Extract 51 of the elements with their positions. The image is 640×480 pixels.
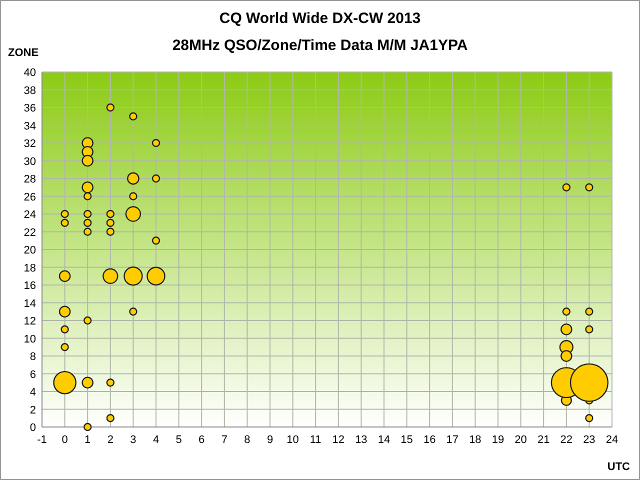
x-tick-label: 23 xyxy=(583,434,596,446)
y-tick-label: 36 xyxy=(24,102,36,114)
x-tick-label: 4 xyxy=(152,434,160,446)
y-tick-label: 8 xyxy=(30,351,36,363)
x-tick-label: -1 xyxy=(37,434,47,446)
x-tick-label: 16 xyxy=(423,434,436,446)
x-tick-label: 19 xyxy=(492,434,504,446)
y-tick-label: 30 xyxy=(24,156,36,168)
x-tick-label: 14 xyxy=(378,434,390,446)
x-tick-label: 2 xyxy=(107,434,114,446)
y-tick-label: 22 xyxy=(24,226,36,239)
x-tick-label: 10 xyxy=(286,434,299,446)
y-tick-label: 28 xyxy=(24,174,36,186)
y-tick-label: 32 xyxy=(24,138,36,150)
x-tick-label: 22 xyxy=(560,434,573,446)
chart-subtitle: 28MHz QSO/Zone/Time Data M/M JA1YPA xyxy=(172,37,468,54)
y-tick-label: 12 xyxy=(24,316,36,328)
y-tick-label: 38 xyxy=(24,84,36,97)
y-tick-label: 26 xyxy=(24,191,36,204)
y-tick-label: 4 xyxy=(30,386,36,398)
x-tick-label: 9 xyxy=(266,434,274,446)
x-tick-label: 11 xyxy=(310,434,322,446)
x-tick-label: 7 xyxy=(221,434,228,446)
y-tick-label: 24 xyxy=(24,209,36,221)
x-tick-label: 8 xyxy=(244,434,250,446)
x-tick-label: 24 xyxy=(606,434,618,446)
y-tick-label: 20 xyxy=(24,244,36,256)
y-tick-label: 16 xyxy=(24,280,36,292)
x-tick-label: 17 xyxy=(446,434,459,446)
x-tick-label: 20 xyxy=(514,434,527,446)
y-tick-label: 18 xyxy=(24,262,36,274)
y-tick-label: 40 xyxy=(24,67,36,79)
y-tick-label: 6 xyxy=(30,368,36,381)
chart-title: CQ World Wide DX-CW 2013 xyxy=(219,10,421,27)
x-tick-label: 3 xyxy=(130,434,136,446)
x-tick-label: 15 xyxy=(400,434,413,446)
y-tick-label: 10 xyxy=(24,333,36,346)
x-tick-label: 1 xyxy=(84,434,91,446)
y-axis-title: ZONE xyxy=(8,47,39,59)
x-tick-label: 21 xyxy=(537,434,550,446)
x-tick-label: 0 xyxy=(62,434,68,446)
x-tick-label: 6 xyxy=(198,434,205,446)
y-tick-label: 2 xyxy=(30,404,36,416)
y-tick-label: 0 xyxy=(30,422,36,434)
x-tick-label: 5 xyxy=(176,434,182,446)
y-tick-label: 14 xyxy=(24,298,36,310)
x-axis-title: UTC xyxy=(607,461,630,473)
x-tick-label: 12 xyxy=(332,434,345,446)
y-tick-label: 34 xyxy=(24,120,36,132)
x-tick-label: 18 xyxy=(469,434,482,446)
x-tick-label: 13 xyxy=(355,434,368,446)
